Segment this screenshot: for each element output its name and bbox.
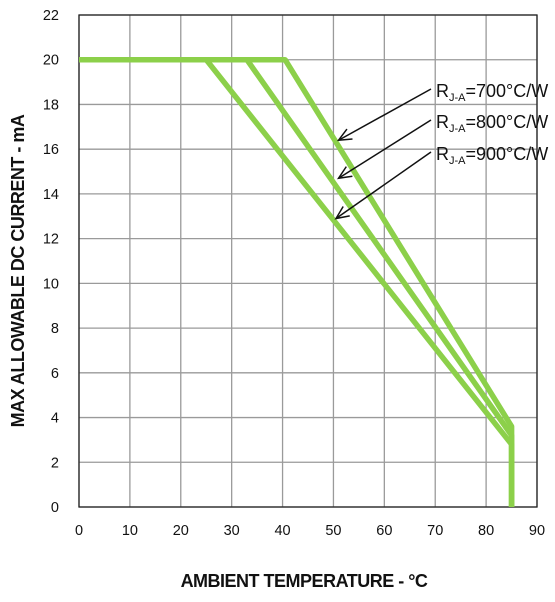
annotation-arrow (335, 151, 432, 220)
y-tick-label: 8 (51, 321, 59, 337)
y-tick-label: 6 (51, 366, 59, 382)
x-tick-label: 80 (478, 523, 494, 539)
y-tick-label: 0 (51, 500, 59, 516)
y-tick-label: 10 (43, 276, 59, 292)
x-tick-labels: 0 10 20 30 40 50 60 70 80 90 (75, 523, 545, 539)
series-label: RJ-A=700°C/W (436, 81, 548, 104)
annotation-arrow (338, 88, 432, 141)
curves (79, 56, 515, 507)
series-line-3 (79, 56, 515, 507)
arrow-head (334, 206, 350, 220)
y-tick-label: 14 (43, 187, 59, 203)
arrow-head (336, 128, 353, 142)
x-tick-label: 60 (376, 523, 392, 539)
x-tick-label: 40 (274, 523, 290, 539)
y-tick-label: 18 (43, 97, 59, 113)
x-tick-label: 10 (122, 523, 138, 539)
y-tick-label: 22 (43, 8, 59, 24)
y-tick-label: 2 (51, 455, 59, 471)
x-tick-label: 30 (224, 523, 240, 539)
arrow-head (336, 166, 353, 180)
x-tick-label: 90 (529, 523, 545, 539)
y-tick-label: 12 (43, 232, 59, 248)
y-tick-label: 16 (43, 142, 59, 158)
x-tick-label: 50 (325, 523, 341, 539)
x-tick-label: 20 (173, 523, 189, 539)
y-tick-label: 4 (51, 411, 59, 427)
series-labels: RJ-A=700°C/W RJ-A=800°C/W RJ-A=900°C/W (436, 81, 548, 167)
y-tick-label: 20 (43, 53, 59, 69)
x-tick-label: 0 (75, 523, 83, 539)
plot-frame (78, 14, 538, 508)
series-label: RJ-A=800°C/W (436, 112, 548, 135)
annotation-arrow (338, 119, 432, 179)
x-tick-label: 70 (427, 523, 443, 539)
y-tick-labels: 0 2 4 6 8 10 12 14 16 18 20 22 (43, 8, 59, 516)
x-axis-title: AMBIENT TEMPERATURE - °C (181, 571, 428, 591)
series-label: RJ-A=900°C/W (436, 144, 548, 167)
annotation-arrows (334, 88, 432, 220)
y-axis-title: MAX ALLOWABLE DC CURRENT - mA (8, 114, 28, 427)
